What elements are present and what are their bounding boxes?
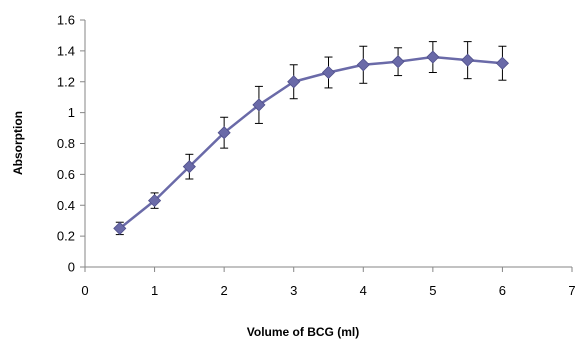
x-axis-ticks: 0 1 2 3 4 5 6 7 (81, 267, 575, 298)
data-point-marker (356, 58, 370, 72)
y-tick-label: 0.8 (57, 136, 75, 151)
y-tick-label: 0.6 (57, 167, 75, 182)
x-tick-label: 0 (81, 283, 88, 298)
y-tick-label: 1.4 (57, 43, 75, 58)
series-line (119, 55, 503, 230)
y-axis-title: Absorption (11, 111, 25, 175)
y-tick-label: 1.2 (57, 74, 75, 89)
x-tick-label: 6 (499, 283, 506, 298)
x-tick-label: 7 (568, 283, 575, 298)
y-tick-label: 1.6 (57, 13, 75, 28)
data-point-marker (217, 126, 231, 140)
x-tick-label: 3 (290, 283, 297, 298)
data-point-marker (495, 56, 509, 70)
x-tick-label: 2 (221, 283, 228, 298)
data-point-marker (252, 98, 266, 112)
data-series (113, 50, 509, 235)
y-tick-label: 1 (68, 105, 75, 120)
data-point-marker (391, 55, 405, 69)
data-point-marker (148, 194, 162, 208)
data-point-marker (426, 50, 440, 64)
data-point-marker (321, 65, 336, 80)
data-point-marker (182, 160, 196, 174)
data-point-marker (287, 75, 301, 89)
x-tick-label: 1 (151, 283, 158, 298)
y-axis-ticks: 0 0.2 0.4 0.6 0.8 1 1.2 1.4 1.6 (57, 13, 85, 275)
x-tick-label: 5 (429, 283, 436, 298)
y-tick-label: 0.2 (57, 229, 75, 244)
x-tick-label: 4 (360, 283, 367, 298)
y-tick-label: 0 (68, 260, 75, 275)
error-bars (115, 41, 507, 236)
axes (84, 20, 572, 268)
x-axis-title: Volume of BCG (ml) (247, 325, 359, 339)
data-point-marker (113, 221, 127, 235)
y-tick-label: 0.4 (57, 198, 75, 213)
data-point-marker (461, 53, 475, 67)
